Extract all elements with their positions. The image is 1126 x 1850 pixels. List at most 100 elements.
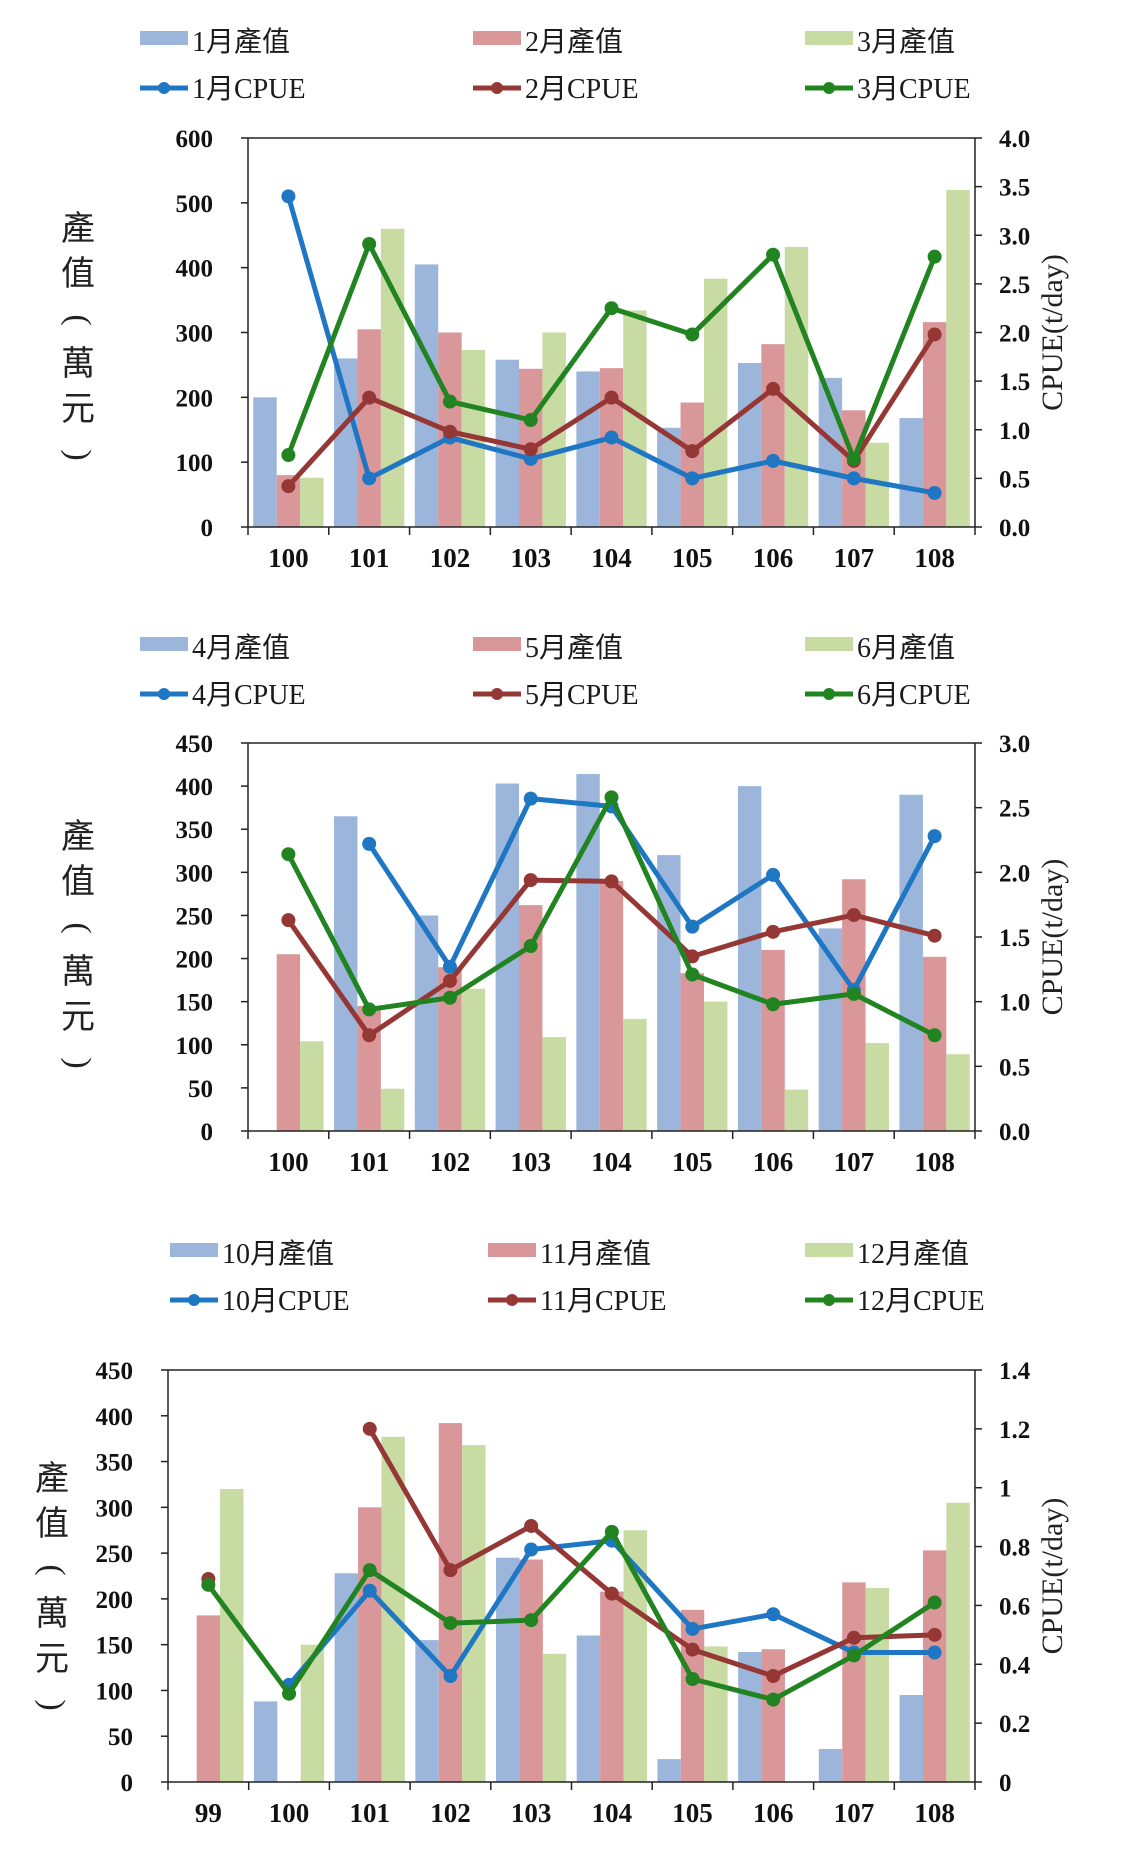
- bar: [415, 1640, 439, 1782]
- legend-bar-label: 1月產值: [192, 26, 290, 58]
- y-tick-label: 200: [176, 947, 214, 974]
- cpue-point: [927, 829, 942, 844]
- x-tick-label: 100: [269, 1798, 310, 1828]
- cpue-point: [362, 1583, 377, 1598]
- bar: [704, 1646, 728, 1782]
- bar: [657, 1759, 681, 1782]
- legend-line-marker: [158, 688, 170, 700]
- x-tick-label: 105: [672, 1798, 713, 1828]
- y-tick-label: 300: [176, 860, 214, 887]
- y-axis-title-char: ): [34, 1699, 71, 1710]
- bar: [276, 954, 301, 1131]
- legend-bar-label: 4月產值: [192, 632, 290, 664]
- legend-bar-swatch: [805, 637, 853, 651]
- bar: [761, 344, 785, 527]
- x-tick-label: 100: [268, 543, 309, 573]
- cpue-point: [281, 479, 296, 494]
- cpue-point: [443, 1563, 458, 1578]
- y-axis-title-char: ): [60, 449, 97, 460]
- legend-line-label: 1月CPUE: [192, 74, 306, 105]
- cpue-point: [524, 1518, 539, 1533]
- bar: [737, 786, 762, 1131]
- cpue-point: [604, 301, 619, 316]
- cpue-point: [442, 973, 457, 988]
- bar: [253, 1701, 278, 1782]
- cpue-point: [766, 924, 781, 939]
- cpue-point: [524, 1542, 539, 1557]
- legend-bar-label: 10月產值: [222, 1238, 334, 1270]
- cpue-point: [685, 327, 700, 342]
- y2-tick-label: 1.5: [999, 369, 1030, 396]
- bar: [657, 427, 681, 527]
- bar: [300, 1644, 325, 1782]
- bar: [496, 1557, 520, 1782]
- x-tick-label: 106: [753, 1798, 794, 1828]
- cpue-line: [367, 1427, 935, 1679]
- cpue-point: [604, 390, 619, 405]
- cpue-point: [927, 1595, 942, 1610]
- legend-line-marker: [823, 688, 835, 700]
- x-tick-label: 107: [834, 1798, 875, 1828]
- cpue-point: [362, 1421, 377, 1436]
- bar: [414, 915, 439, 1131]
- bar: [680, 402, 704, 527]
- bar: [542, 1653, 567, 1782]
- y2-tick-label: 0.8: [999, 1535, 1030, 1562]
- cpue-point: [443, 1616, 458, 1631]
- y-tick-label: 150: [176, 990, 214, 1017]
- bar: [334, 816, 358, 1131]
- bar: [899, 1695, 923, 1782]
- bar: [576, 1635, 601, 1782]
- y-axis-title-char: 產: [61, 210, 95, 248]
- y2-tick-label: 0: [999, 1770, 1012, 1797]
- y-axis-title-char: 元: [61, 391, 95, 428]
- y2-tick-label: 2.0: [999, 860, 1030, 887]
- cpue-point: [281, 913, 296, 928]
- bar: [818, 1749, 843, 1782]
- legend-line-label: 11月CPUE: [540, 1286, 667, 1317]
- legend-bar-swatch: [473, 637, 521, 651]
- x-tick-label: 104: [591, 543, 632, 573]
- legend: 4月產值 5月產值 6月產值 4月CPUE 5月CPUE 6月CPUE: [140, 632, 971, 711]
- x-tick-label: 101: [349, 543, 390, 573]
- legend-bar-swatch: [140, 637, 188, 651]
- cpue-point: [362, 1563, 377, 1578]
- cpue-point: [604, 790, 619, 805]
- cpue-point: [766, 247, 781, 262]
- x-tick-label: 104: [591, 1147, 632, 1177]
- cpue-point: [362, 390, 377, 405]
- y-axis-title-char: (: [60, 922, 97, 933]
- legend-bar-label: 11月產值: [540, 1238, 651, 1270]
- bar: [946, 1502, 970, 1782]
- y-tick-label: 450: [96, 1358, 134, 1385]
- cpue-point: [766, 997, 781, 1012]
- cpue-point: [846, 1648, 861, 1663]
- legend: 10月產值 11月產值 12月產值 10月CPUE 11月CPUE 12月CPUE: [170, 1238, 985, 1317]
- bar: [737, 362, 762, 527]
- bar: [899, 418, 923, 527]
- bar: [946, 189, 970, 527]
- y-tick-label: 50: [188, 1076, 213, 1103]
- y-tick-label: 200: [176, 385, 214, 412]
- y-tick-label: 450: [176, 731, 214, 758]
- cpue-point: [604, 1524, 619, 1539]
- y-axis-title-char: 元: [35, 1641, 69, 1678]
- cpue-point: [362, 836, 377, 851]
- cpue-point: [685, 444, 700, 459]
- bar: [761, 1649, 785, 1782]
- cpue-point: [362, 237, 377, 252]
- y2-tick-label: 0.6: [999, 1593, 1030, 1620]
- cpue-point: [442, 424, 457, 439]
- cpue-point: [766, 1669, 781, 1684]
- bar: [542, 1037, 566, 1131]
- cpue-point: [927, 1627, 942, 1642]
- y2-tick-label: 0.4: [999, 1652, 1031, 1679]
- cpue-point: [362, 1028, 377, 1043]
- cpue-point: [766, 1692, 781, 1707]
- cpue-point: [927, 249, 942, 264]
- x-tick-label: 102: [430, 1147, 471, 1177]
- bar: [703, 1001, 728, 1131]
- cpue-point: [685, 1621, 700, 1636]
- y-axis-title-char: 元: [61, 999, 95, 1036]
- legend-line-label: 12月CPUE: [857, 1286, 985, 1317]
